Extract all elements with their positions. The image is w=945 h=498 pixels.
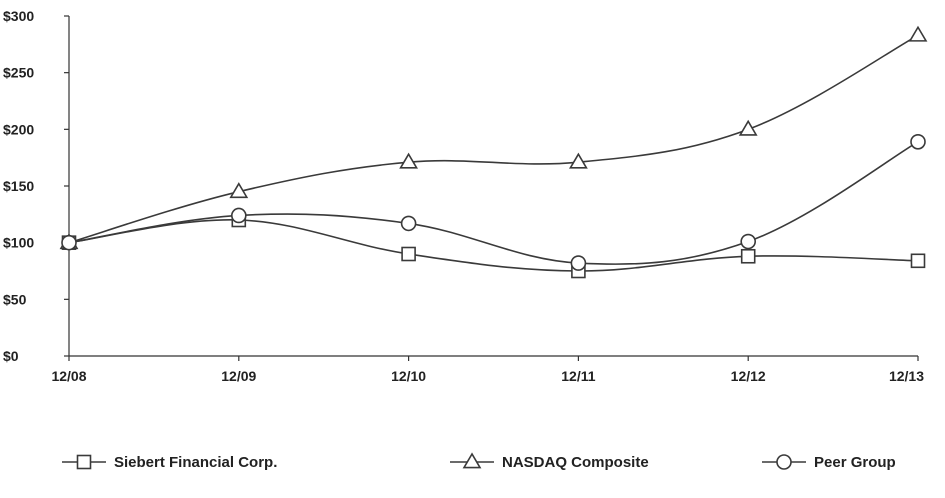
y-tick-label: $200	[3, 121, 34, 137]
series-line-square	[68, 219, 919, 272]
x-tick-label: 12/12	[731, 368, 766, 384]
square-data-point	[910, 253, 926, 269]
legend-circle-marker	[776, 454, 792, 470]
circle-data-point	[910, 134, 926, 150]
circle-data-point	[61, 234, 77, 251]
triangle-data-point	[229, 182, 249, 199]
legend-item: Peer Group	[762, 454, 896, 471]
x-tick-label: 12/13	[889, 368, 924, 384]
legend-square-marker	[76, 454, 92, 470]
y-axis-ticks: $0 $50 $100 $150 $200 $250 $300	[3, 8, 69, 364]
series-line-circle	[68, 141, 919, 265]
x-tick-label: 12/11	[561, 368, 595, 384]
circle-data-point	[570, 255, 587, 271]
series-group	[59, 25, 928, 279]
series-line-triangle	[68, 34, 919, 244]
legend-item: NASDAQ Composite	[450, 452, 649, 471]
y-tick-label: $250	[3, 65, 34, 81]
legend-label: Siebert Financial Corp.	[114, 454, 277, 471]
legend-label: Peer Group	[814, 454, 896, 471]
y-tick-label: $300	[3, 8, 34, 24]
triangle-data-point	[908, 25, 928, 42]
x-axis-ticks: 12/08 12/09 12/10 12/11 12/12 12/13	[51, 356, 924, 384]
square-data-point	[740, 248, 756, 264]
legend-label: NASDAQ Composite	[502, 454, 649, 471]
legend: Siebert Financial Corp. NASDAQ Composite P…	[62, 452, 896, 471]
circle-data-point	[231, 207, 247, 224]
square-data-point	[401, 246, 416, 262]
x-tick-label: 12/08	[51, 368, 86, 384]
x-tick-label: 12/10	[391, 368, 426, 384]
series-triangle	[59, 25, 928, 250]
axes	[68, 16, 918, 357]
circle-data-point	[400, 215, 417, 232]
triangle-data-point	[738, 119, 758, 136]
circle-data-point	[740, 233, 757, 250]
y-tick-label: $100	[3, 235, 34, 251]
triangle-data-point	[569, 152, 588, 169]
triangle-data-point	[399, 152, 418, 169]
legend-triangle-marker	[462, 452, 482, 469]
y-tick-label: $150	[3, 178, 34, 194]
series-circle	[61, 134, 926, 271]
y-tick-label: $50	[3, 291, 27, 307]
legend-item: Siebert Financial Corp.	[62, 454, 277, 471]
x-tick-label: 12/09	[221, 368, 256, 384]
y-tick-label: $0	[3, 348, 19, 364]
